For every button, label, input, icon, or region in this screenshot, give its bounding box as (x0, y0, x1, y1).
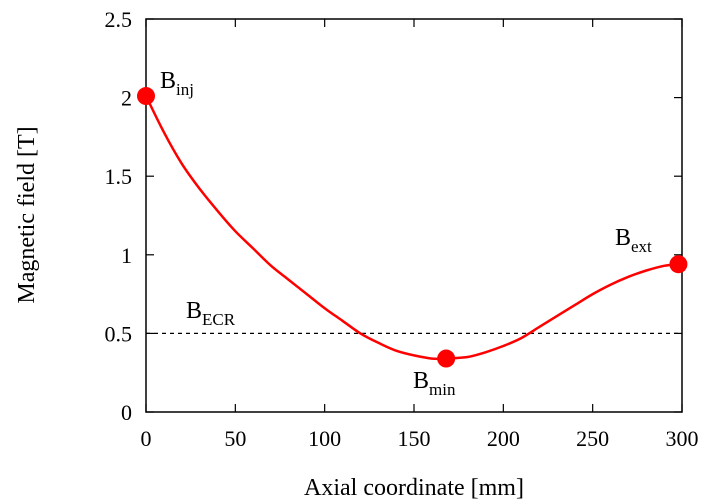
y-tick-label: 0 (121, 400, 132, 425)
x-tick-label: 300 (666, 426, 699, 451)
y-tick-label: 1 (121, 243, 132, 268)
marker-b-min (437, 349, 456, 368)
data-markers (137, 87, 688, 368)
x-axis-ticks: 0 50 100 150 200 250 300 (141, 19, 699, 451)
annotation-b-ext: Bext (615, 225, 652, 256)
y-tick-label: 1.5 (105, 164, 133, 189)
x-tick-label: 250 (576, 426, 609, 451)
y-tick-label: 0.5 (105, 321, 133, 346)
x-axis-title: Axial coordinate [mm] (304, 475, 524, 501)
annotation-b-ecr: BECR (186, 298, 236, 329)
annotation-b-min-sub: min (429, 380, 456, 399)
annotation-b-min: Bmin (413, 368, 456, 399)
marker-b-inj (137, 87, 155, 106)
y-tick-label: 2.5 (105, 7, 133, 32)
marker-b-ext (669, 255, 688, 274)
magnetic-field-curve (144, 95, 679, 361)
annotation-b-inj: Binj (160, 68, 194, 99)
plot-frame (145, 18, 683, 413)
x-tick-label: 50 (224, 426, 246, 451)
annotation-b-inj-sub: inj (176, 80, 194, 99)
x-tick-label: 100 (308, 426, 341, 451)
annotation-b-min-main: B (413, 368, 429, 394)
annotation-b-ecr-sub: ECR (202, 310, 236, 329)
annotation-b-ecr-main: B (186, 298, 202, 324)
annotation-b-ext-sub: ext (631, 237, 652, 256)
y-tick-label: 2 (121, 86, 132, 111)
y-axis-ticks: 0 0.5 1 1.5 2 2.5 (105, 7, 682, 425)
x-tick-label: 200 (487, 426, 520, 451)
x-tick-label: 0 (141, 426, 152, 451)
x-tick-label: 150 (398, 426, 431, 451)
annotation-b-ext-main: B (615, 225, 631, 251)
annotation-b-inj-main: B (160, 68, 176, 94)
y-axis-title: Magnetic field [T] (14, 126, 40, 303)
